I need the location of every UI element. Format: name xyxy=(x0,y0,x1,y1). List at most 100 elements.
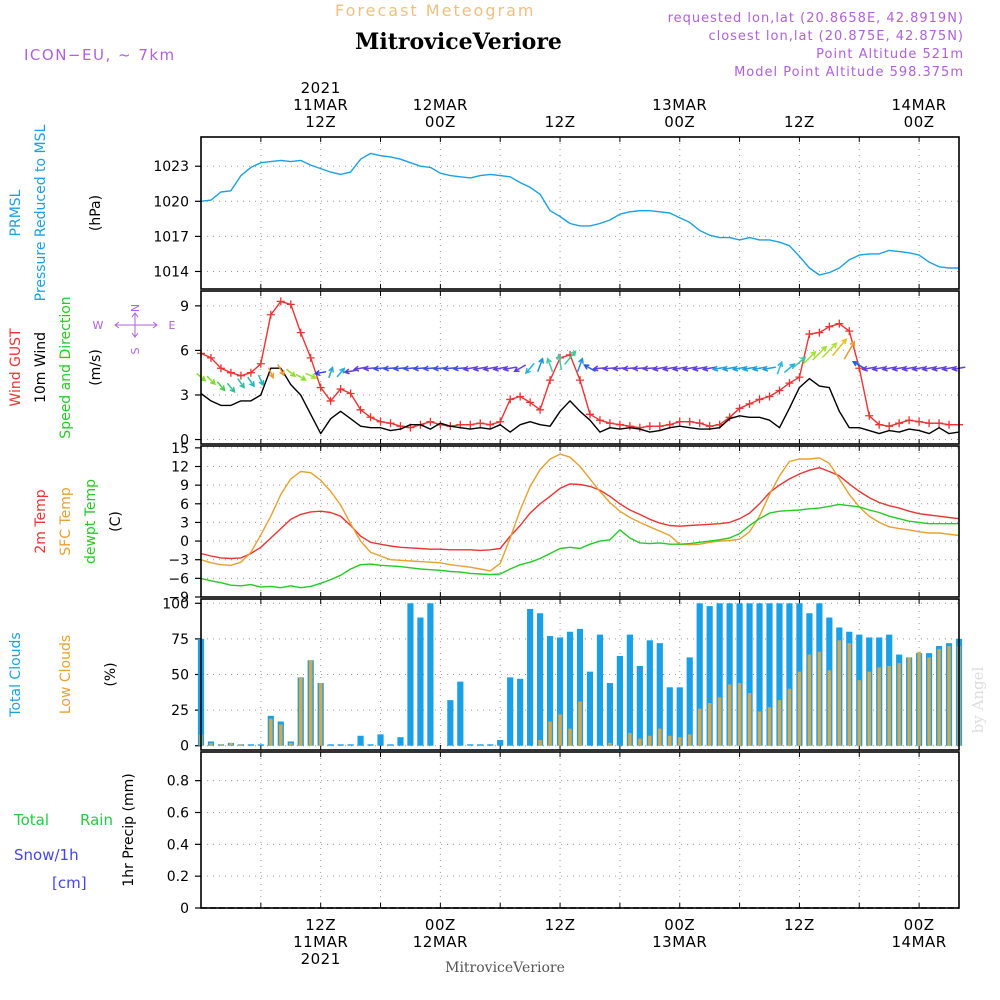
bar-total-clouds xyxy=(247,744,254,746)
gust-marker xyxy=(356,405,365,414)
ylabel: (hPa) xyxy=(88,195,104,231)
gust-marker xyxy=(506,395,515,404)
wind-arrow xyxy=(821,342,838,359)
location-title: MitroviceVeriore xyxy=(355,29,562,55)
series-line-pressure xyxy=(200,152,959,276)
bar-low-clouds xyxy=(817,651,822,746)
bar-low-clouds xyxy=(209,742,213,746)
wind-arrow xyxy=(812,345,828,361)
ylabel: Pressure Reduced to MSL xyxy=(33,124,49,301)
gust-marker xyxy=(526,398,535,407)
ylabel: Total Clouds xyxy=(8,632,24,717)
gust-marker xyxy=(895,419,904,428)
gust-marker xyxy=(945,420,954,429)
legend-snow: Snow/1h xyxy=(14,846,79,864)
bar-total-clouds xyxy=(706,606,713,746)
ylabel: dewpt Temp xyxy=(83,479,99,564)
bar-total-clouds xyxy=(616,655,623,746)
gust-marker xyxy=(546,376,555,385)
bar-low-clouds xyxy=(638,738,642,746)
gust-marker xyxy=(635,423,644,432)
wind-arrow xyxy=(921,365,936,372)
gust-marker xyxy=(825,322,834,331)
wind-arrow xyxy=(328,366,335,379)
gust-marker xyxy=(486,420,495,429)
model-label: ICON−EU, ~ 7km xyxy=(24,46,176,64)
gust-marker xyxy=(376,417,385,426)
y-tick-label: −3 xyxy=(168,553,189,569)
y-tick-label: 9 xyxy=(180,478,189,494)
wind-arrow xyxy=(802,350,817,365)
y-tick-label: −6 xyxy=(168,571,189,587)
y-tick-label: 1020 xyxy=(153,194,189,210)
compass-s: S xyxy=(129,347,142,354)
legend-cm: [cm] xyxy=(52,874,87,892)
wind-arrow xyxy=(305,372,318,380)
wind-arrow xyxy=(546,357,554,373)
wind-arrow xyxy=(784,363,796,373)
bar-total-clouds xyxy=(636,665,643,746)
time-label: 12Z xyxy=(305,916,336,934)
gust-marker xyxy=(316,383,325,392)
wind-arrow xyxy=(831,338,848,357)
wind-arrow xyxy=(536,357,545,373)
closest-coords: closest lon,lat (20.875E, 42.875N) xyxy=(708,29,964,44)
bar-total-clouds xyxy=(367,744,374,746)
gust-marker xyxy=(675,417,684,426)
gust-marker xyxy=(775,386,784,395)
wind-arrow xyxy=(871,365,886,372)
time-label: 12Z xyxy=(784,916,815,934)
panel-frame xyxy=(200,136,960,290)
bar-low-clouds xyxy=(219,744,223,746)
gust-marker xyxy=(536,405,545,414)
time-label: 00Z xyxy=(425,113,456,131)
wind-arrow xyxy=(911,365,926,372)
gust-marker xyxy=(426,417,435,426)
wind-arrow xyxy=(761,365,776,372)
watermark: by Angel xyxy=(969,666,987,733)
bar-total-clouds xyxy=(537,613,544,746)
wind-arrow xyxy=(861,365,876,372)
bar-low-clouds xyxy=(658,728,662,746)
y-tick-label: 0.4 xyxy=(167,837,189,853)
series-line-2m-temp xyxy=(200,467,960,560)
bar-low-clouds xyxy=(727,684,732,746)
panel-precip: 0 0.2 0.4 0.6 0.8 1hr Precip (mm) Total RainSno… xyxy=(13,751,960,917)
bar-total-clouds xyxy=(527,608,534,746)
panel-temperature: −9 −6 −3 0 3 6 9 12 15 2m Temp SFC Temp dewpt Temp (… xyxy=(33,441,960,606)
ylabel: Low Clouds xyxy=(58,635,74,714)
time-label: 14MAR xyxy=(891,933,946,951)
compass-n: N xyxy=(129,304,142,312)
wind-arrow xyxy=(671,365,687,372)
bar-total-clouds xyxy=(676,687,683,746)
bar-low-clouds xyxy=(867,671,871,746)
y-tick-label: 3 xyxy=(180,515,189,531)
gust-marker xyxy=(865,411,874,420)
wind-arrow xyxy=(564,350,577,365)
wind-arrow xyxy=(216,381,226,392)
bar-total-clouds xyxy=(427,603,434,746)
gust-marker xyxy=(615,420,624,429)
gust-marker xyxy=(925,419,934,428)
wind-arrow xyxy=(776,360,784,375)
bar-total-clouds xyxy=(337,744,344,746)
legend-rain: Rain xyxy=(80,811,113,829)
y-tick-label: 0 xyxy=(180,739,189,755)
bar-low-clouds xyxy=(787,688,792,746)
y-tick-label: 0.6 xyxy=(167,805,189,821)
wind-arrow xyxy=(524,362,535,375)
bar-total-clouds xyxy=(666,687,673,746)
gust-marker xyxy=(845,327,854,336)
bar-total-clouds xyxy=(726,603,733,746)
ylabel: 10m Wind xyxy=(33,332,49,403)
bar-low-clouds xyxy=(757,711,762,746)
gust-marker xyxy=(226,368,235,377)
wind-arrow xyxy=(881,365,896,372)
gust-marker xyxy=(236,371,245,380)
compass-arrows xyxy=(114,312,158,338)
y-tick-label: 50 xyxy=(171,668,189,684)
compass-e: E xyxy=(169,319,176,332)
bar-low-clouds xyxy=(847,643,851,746)
bar-low-clouds xyxy=(229,742,233,746)
bar-low-clouds xyxy=(877,667,881,746)
